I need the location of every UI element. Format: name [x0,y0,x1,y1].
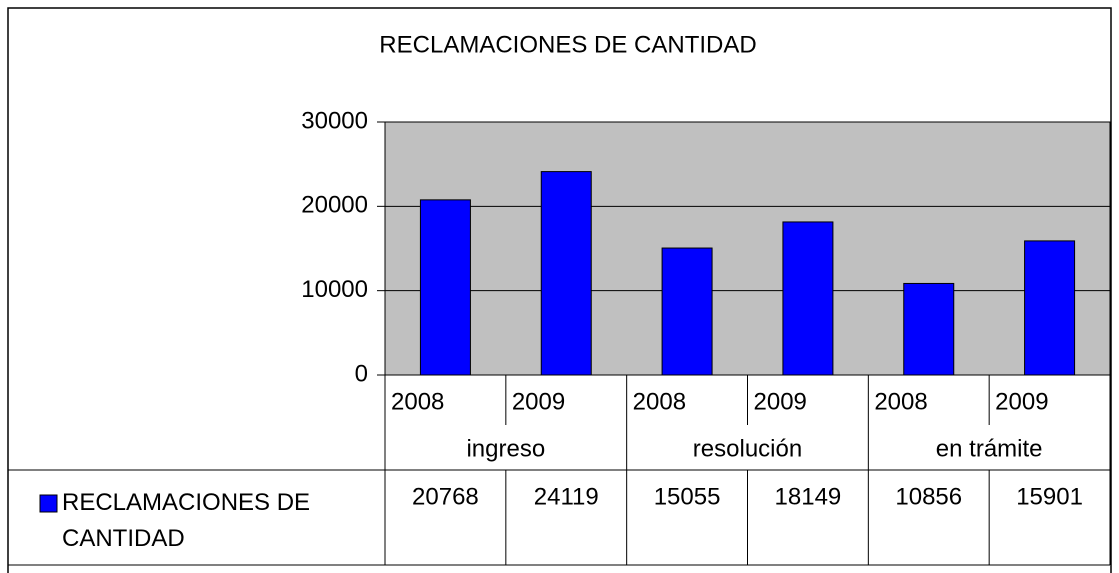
x-tick-label: 2009 [512,388,565,415]
plot-area [384,121,1111,376]
bar [903,282,955,376]
table-value: 18149 [775,483,842,510]
chart-title: RECLAMACIONES DE CANTIDAD [379,31,756,58]
x-tick-label: 2008 [391,388,444,415]
group-label: ingreso [466,435,545,462]
x-tick-label: 2009 [754,388,807,415]
table-value: 15055 [654,483,721,510]
bar [782,221,834,376]
table-value: 20768 [412,483,479,510]
table-value: 15901 [1016,483,1083,510]
table-value: 24119 [534,483,599,510]
bar [419,199,471,376]
y-tick-label: 10000 [301,276,368,303]
table-value: 10856 [895,483,962,510]
x-tick-label: 2009 [995,388,1048,415]
bar [661,247,713,376]
group-label: resolución [693,435,802,462]
legend-key [39,494,58,513]
y-tick-label: 20000 [301,192,368,219]
x-tick-label: 2008 [874,388,927,415]
y-tick-label: 30000 [301,107,368,134]
x-tick-label: 2008 [633,388,686,415]
bar [1024,240,1076,376]
legend-label: RECLAMACIONES DE CANTIDAD [62,489,311,552]
group-label: en trámite [936,435,1043,462]
chart-border [7,7,1112,573]
y-tick-label: 0 [355,360,368,387]
bar [540,171,592,376]
